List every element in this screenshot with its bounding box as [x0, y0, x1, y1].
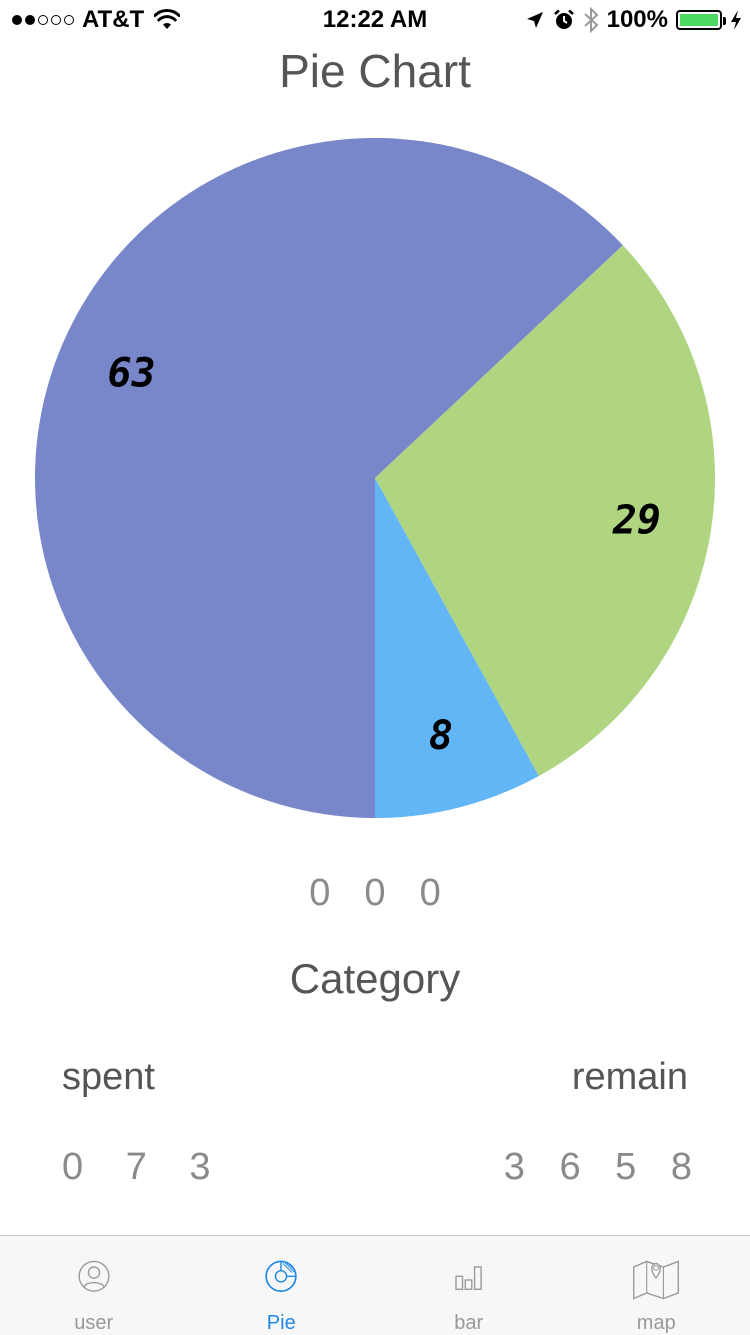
category-label: Category — [0, 955, 750, 1003]
remain-label: remain — [572, 1056, 688, 1099]
page-title: Pie Chart — [0, 44, 750, 98]
tab-bar-label: bar — [454, 1312, 483, 1335]
user-icon — [66, 1254, 122, 1306]
tab-pie-label: Pie — [267, 1312, 296, 1335]
remain-value: 3 6 5 8 — [504, 1146, 704, 1189]
pie-slice-label: 63 — [108, 351, 156, 397]
tab-pie[interactable]: Pie — [188, 1236, 376, 1335]
legend-value: 0 — [309, 872, 330, 915]
status-left: AT&T — [12, 6, 180, 34]
status-bar: AT&T 12:22 AM 100% — [0, 0, 750, 40]
battery-icon — [676, 10, 722, 30]
tab-bar: user Pie bar map — [0, 1235, 750, 1335]
tab-user[interactable]: user — [0, 1236, 188, 1335]
status-right: 100% — [525, 6, 742, 34]
bluetooth-icon — [583, 7, 599, 33]
pie-chart-icon — [253, 1254, 309, 1306]
charging-bolt-icon — [730, 9, 742, 31]
tab-map[interactable]: map — [563, 1236, 750, 1335]
map-icon — [628, 1254, 684, 1306]
legend-value: 0 — [364, 872, 385, 915]
pie-slice-label: 8 — [429, 713, 453, 759]
legend-value: 0 — [420, 872, 441, 915]
location-arrow-icon — [525, 10, 545, 30]
spent-value: 0 7 3 — [62, 1146, 227, 1189]
tab-user-label: user — [74, 1312, 113, 1335]
alarm-icon — [553, 9, 575, 31]
battery-percentage: 100% — [607, 6, 668, 34]
carrier-name: AT&T — [82, 6, 144, 34]
battery-level-fill — [680, 14, 718, 26]
spent-label: spent — [62, 1056, 155, 1099]
tab-bar-chart[interactable]: bar — [375, 1236, 563, 1335]
bar-chart-icon — [441, 1254, 497, 1306]
signal-strength-icon — [12, 15, 74, 25]
wifi-icon — [154, 9, 180, 31]
pie-chart: 63 29 8 — [0, 100, 750, 860]
tab-map-label: map — [637, 1312, 676, 1335]
pie-slice-label: 29 — [612, 497, 661, 543]
